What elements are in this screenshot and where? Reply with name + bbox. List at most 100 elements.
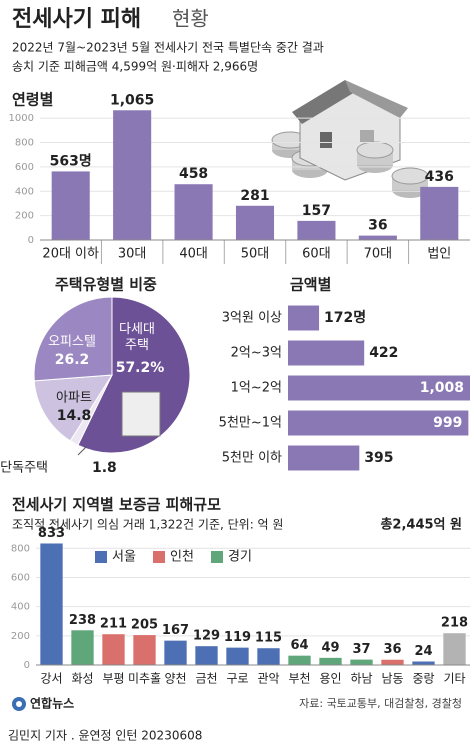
bar <box>51 171 90 240</box>
x-tick-label: 양천 <box>164 671 186 686</box>
value-label: 24 <box>414 644 432 659</box>
legend-swatch <box>211 551 223 563</box>
chart-title: 금액별 <box>290 276 331 294</box>
value-label: 281 <box>240 188 269 204</box>
value-label: 36 <box>368 218 387 234</box>
value-label: 37 <box>352 642 370 657</box>
y-tick-label: 600 <box>11 572 30 583</box>
y-tick-label: 400 <box>11 602 30 613</box>
bar <box>288 410 469 436</box>
x-tick-label: 70대 <box>364 247 393 262</box>
y-tick-label: 5천만 이하 <box>222 451 282 466</box>
x-tick-label: 40대 <box>179 247 208 262</box>
logo-icon <box>12 697 26 711</box>
x-tick-label: 금천 <box>195 671 217 686</box>
value-label: 436 <box>425 169 454 185</box>
bar <box>102 634 125 665</box>
bar <box>288 375 470 401</box>
pie-slice <box>33 374 113 442</box>
chart-subtitle: 조직적 전세사기 의심 거래 1,322건 기준, 단위: 억 원 <box>12 518 283 532</box>
bar <box>71 630 94 665</box>
house-icon <box>271 80 429 198</box>
x-tick-label: 남동 <box>381 672 403 686</box>
x-tick-label: 용인 <box>319 672 341 686</box>
x-tick-label: 20대 이하 <box>42 247 99 262</box>
bar <box>288 305 320 331</box>
value-label: 422 <box>369 345 398 361</box>
slice-label: 다세대 주택 <box>119 322 155 353</box>
y-tick-label: 200 <box>11 631 30 642</box>
x-tick-label: 구로 <box>226 672 248 686</box>
bar <box>113 110 152 240</box>
bar <box>257 648 280 665</box>
bar <box>288 445 360 471</box>
bar <box>226 647 249 665</box>
y-tick-label: 1억~2억 <box>231 381 282 396</box>
legend-label: 경기 <box>228 550 252 565</box>
y-tick-label: 800 <box>15 138 34 149</box>
y-tick-label: 0 <box>24 660 30 671</box>
building-icon <box>121 391 161 437</box>
title-suffix: 현황 <box>172 7 209 31</box>
bar <box>40 543 63 665</box>
y-tick-label: 600 <box>15 162 34 173</box>
slice-value: 14.8 <box>57 408 92 424</box>
pie-slice <box>33 296 113 382</box>
x-tick-label: 30대 <box>118 247 147 262</box>
slice-value: 1.8 <box>92 460 117 476</box>
bar <box>443 633 466 665</box>
value-label: 205 <box>131 618 158 633</box>
x-tick-label: 기타 <box>443 672 465 686</box>
bar <box>381 659 404 665</box>
x-tick-label: 법인 <box>427 247 451 262</box>
value-label: 211 <box>100 617 127 632</box>
x-tick-label: 중랑 <box>412 672 434 686</box>
bar <box>420 186 459 240</box>
legend-label: 인천 <box>170 550 194 565</box>
y-tick-label: 1000 <box>9 113 34 124</box>
value-label: 999 <box>433 415 462 431</box>
legend-swatch <box>95 551 107 563</box>
leader <box>77 446 87 456</box>
value-label: 115 <box>255 631 282 646</box>
bar <box>297 220 336 240</box>
bar <box>412 661 435 665</box>
title: 전세사기 피해 <box>12 7 141 32</box>
value-label: 64 <box>290 638 308 653</box>
y-tick-label: 2억~3억 <box>231 346 282 361</box>
y-tick-label: 5천만~1억 <box>219 416 282 431</box>
legend-swatch <box>153 551 165 563</box>
bar <box>133 635 156 665</box>
chart-title: 연령별 <box>12 91 53 109</box>
x-tick-label: 강서 <box>40 672 62 686</box>
bar <box>195 646 218 665</box>
y-tick-label: 0 <box>28 235 34 246</box>
bar <box>350 659 373 665</box>
subtitle: 송치 기준 피해금액 4,599억 원·피해자 2,966명 <box>12 60 258 74</box>
slice-label: 아파트 <box>56 391 92 406</box>
value-label: 167 <box>162 623 189 638</box>
chart-note: 총2,445억 원 <box>380 517 462 533</box>
source: 자료: 국토교통부, 대검찰청, 경찰청 <box>299 697 462 710</box>
value-label: 238 <box>69 613 96 628</box>
pie-slice <box>77 296 191 454</box>
x-tick-label: 60대 <box>302 247 331 262</box>
x-tick-label: 부천 <box>288 671 310 686</box>
y-tick-label: 400 <box>15 186 34 197</box>
value-label: 1,008 <box>420 380 464 396</box>
slice-label: 단독주택 <box>0 461 48 476</box>
value-label: 563명 <box>50 152 92 169</box>
legend-label: 서울 <box>112 550 136 565</box>
bar <box>174 184 213 240</box>
bar <box>319 657 342 665</box>
x-tick-label: 미추홀 <box>128 672 161 686</box>
chart-title: 전세사기 지역별 보증금 피해규모 <box>12 496 221 514</box>
x-tick-label: 부평 <box>102 672 124 686</box>
value-label: 218 <box>441 616 468 631</box>
bar <box>164 640 187 665</box>
x-tick-label: 화성 <box>71 672 93 686</box>
value-label: 395 <box>364 450 393 466</box>
value-label: 458 <box>179 166 208 182</box>
